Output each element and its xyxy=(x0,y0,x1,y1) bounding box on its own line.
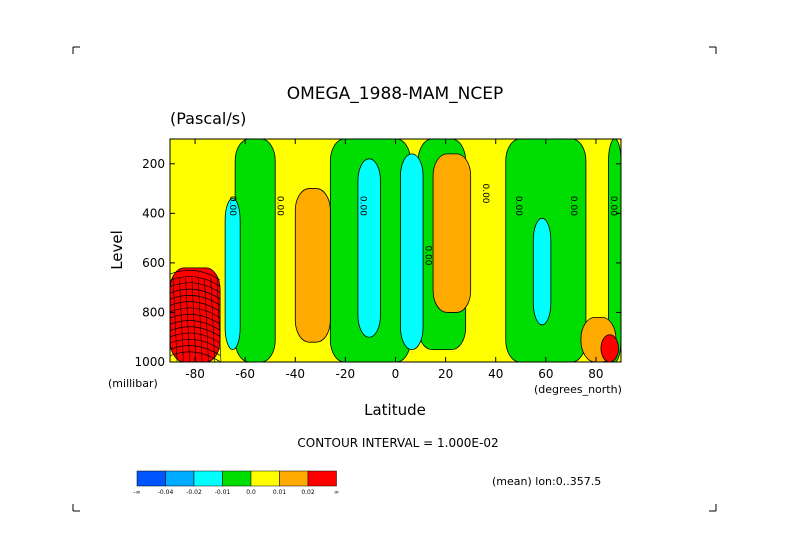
x-tick-label: -80 xyxy=(185,367,205,381)
contour-label: 0.00 xyxy=(480,183,490,203)
region-pos-mid xyxy=(432,153,472,313)
region-neg-small xyxy=(234,139,276,362)
x-tick-label: 80 xyxy=(588,367,603,381)
plot-area: 0.00 0.00 0.00 0.00 0.00 0.00 0.00 0.00 xyxy=(170,139,621,362)
contour-line xyxy=(204,277,209,362)
contour-line xyxy=(170,288,221,300)
y-tick-label: 600 xyxy=(142,256,165,270)
contour-line xyxy=(210,277,216,362)
contour-label: 0.00 xyxy=(513,196,523,216)
contour-line xyxy=(170,282,221,293)
contour-labels: 0.00 0.00 0.00 0.00 0.00 0.00 0.00 0.00 xyxy=(227,183,618,265)
contour-label: 0.00 xyxy=(275,196,285,216)
contour-line xyxy=(170,326,221,337)
x-tick-label: -20 xyxy=(336,367,356,381)
colorbar-swatch xyxy=(136,470,166,487)
y-tick-label: 200 xyxy=(142,157,165,171)
contour-label: 0.00 xyxy=(357,196,367,216)
contour-lines-dense xyxy=(170,269,222,362)
contour-label: 0.00 xyxy=(227,196,237,216)
colorbar-label: ∞ xyxy=(334,489,339,496)
mean-note: (mean) lon:0..357.5 xyxy=(492,475,601,488)
x-tick-label: 60 xyxy=(538,367,553,381)
y-tick-label: 400 xyxy=(142,206,165,220)
colorbar-label: 0.0 xyxy=(246,489,256,496)
contour-label: 0.00 xyxy=(568,196,578,216)
y-axis-units: (millibar) xyxy=(108,377,158,390)
contour-line xyxy=(170,307,221,319)
colorbar-swatch xyxy=(222,470,252,487)
colorbar-swatch xyxy=(193,470,223,487)
chart-title: OMEGA_1988-MAM_NCEP xyxy=(287,84,504,104)
contour-line xyxy=(170,320,221,331)
contour-line xyxy=(170,351,221,362)
colorbar-label: -∞ xyxy=(133,489,140,496)
region-neg-mid xyxy=(400,153,424,351)
x-tick-label: -40 xyxy=(285,367,305,381)
contour-label: 0.00 xyxy=(608,196,618,216)
colorbar-label: 0.01 xyxy=(273,489,287,496)
y-axis-label: Level xyxy=(108,230,126,270)
contour-line xyxy=(191,277,197,362)
y-tick-label: 800 xyxy=(142,305,165,319)
colorbar-legend: -∞ -0.04 -0.02 -0.01 0.0 0.01 0.02 ∞ xyxy=(133,470,339,496)
contour-label: 0.00 xyxy=(423,245,433,265)
colorbar-label: -0.01 xyxy=(215,489,231,496)
contour-line xyxy=(170,332,221,344)
contour-line xyxy=(170,269,221,281)
colorbar-swatch xyxy=(250,470,280,487)
y-ticks: 200 400 600 800 1000 xyxy=(134,157,621,369)
x-axis-units: (degrees_north) xyxy=(534,383,622,396)
contour-line xyxy=(197,277,203,362)
chart-subtitle: (Pascal/s) xyxy=(170,109,246,128)
region-neg-small xyxy=(608,139,621,362)
contour-line xyxy=(170,276,221,287)
region-neg-mid xyxy=(224,198,241,351)
x-axis-label: Latitude xyxy=(364,401,426,419)
contour-line xyxy=(172,277,178,362)
x-tick-label: 40 xyxy=(488,367,503,381)
y-tick-label: 1000 xyxy=(134,355,165,369)
contour-line xyxy=(179,277,184,362)
x-tick-label: -60 xyxy=(235,367,255,381)
colorbar-label: -0.04 xyxy=(158,489,174,496)
contour-regions xyxy=(170,139,621,362)
colorbar-swatch xyxy=(307,470,337,487)
region-pos-large xyxy=(600,334,619,362)
region-neg-mid xyxy=(357,158,381,338)
contour-line xyxy=(216,277,222,362)
x-tick-label: 20 xyxy=(438,367,453,381)
x-tick-label: 0 xyxy=(392,367,400,381)
contour-line xyxy=(185,277,190,362)
region-neg-mid xyxy=(532,217,552,326)
region-pos-mid xyxy=(294,188,331,343)
x-ticks: -80 -60 -40 -20 0 20 40 60 80 xyxy=(185,139,604,381)
crop-marks xyxy=(72,46,717,512)
contour-line xyxy=(170,313,221,325)
colorbar-label: -0.02 xyxy=(186,489,202,496)
colorbar-swatch xyxy=(165,470,195,487)
colorbar-label: 0.02 xyxy=(301,489,315,496)
contour-interval: CONTOUR INTERVAL = 1.000E-02 xyxy=(297,436,498,450)
colorbar-swatch xyxy=(279,470,309,487)
